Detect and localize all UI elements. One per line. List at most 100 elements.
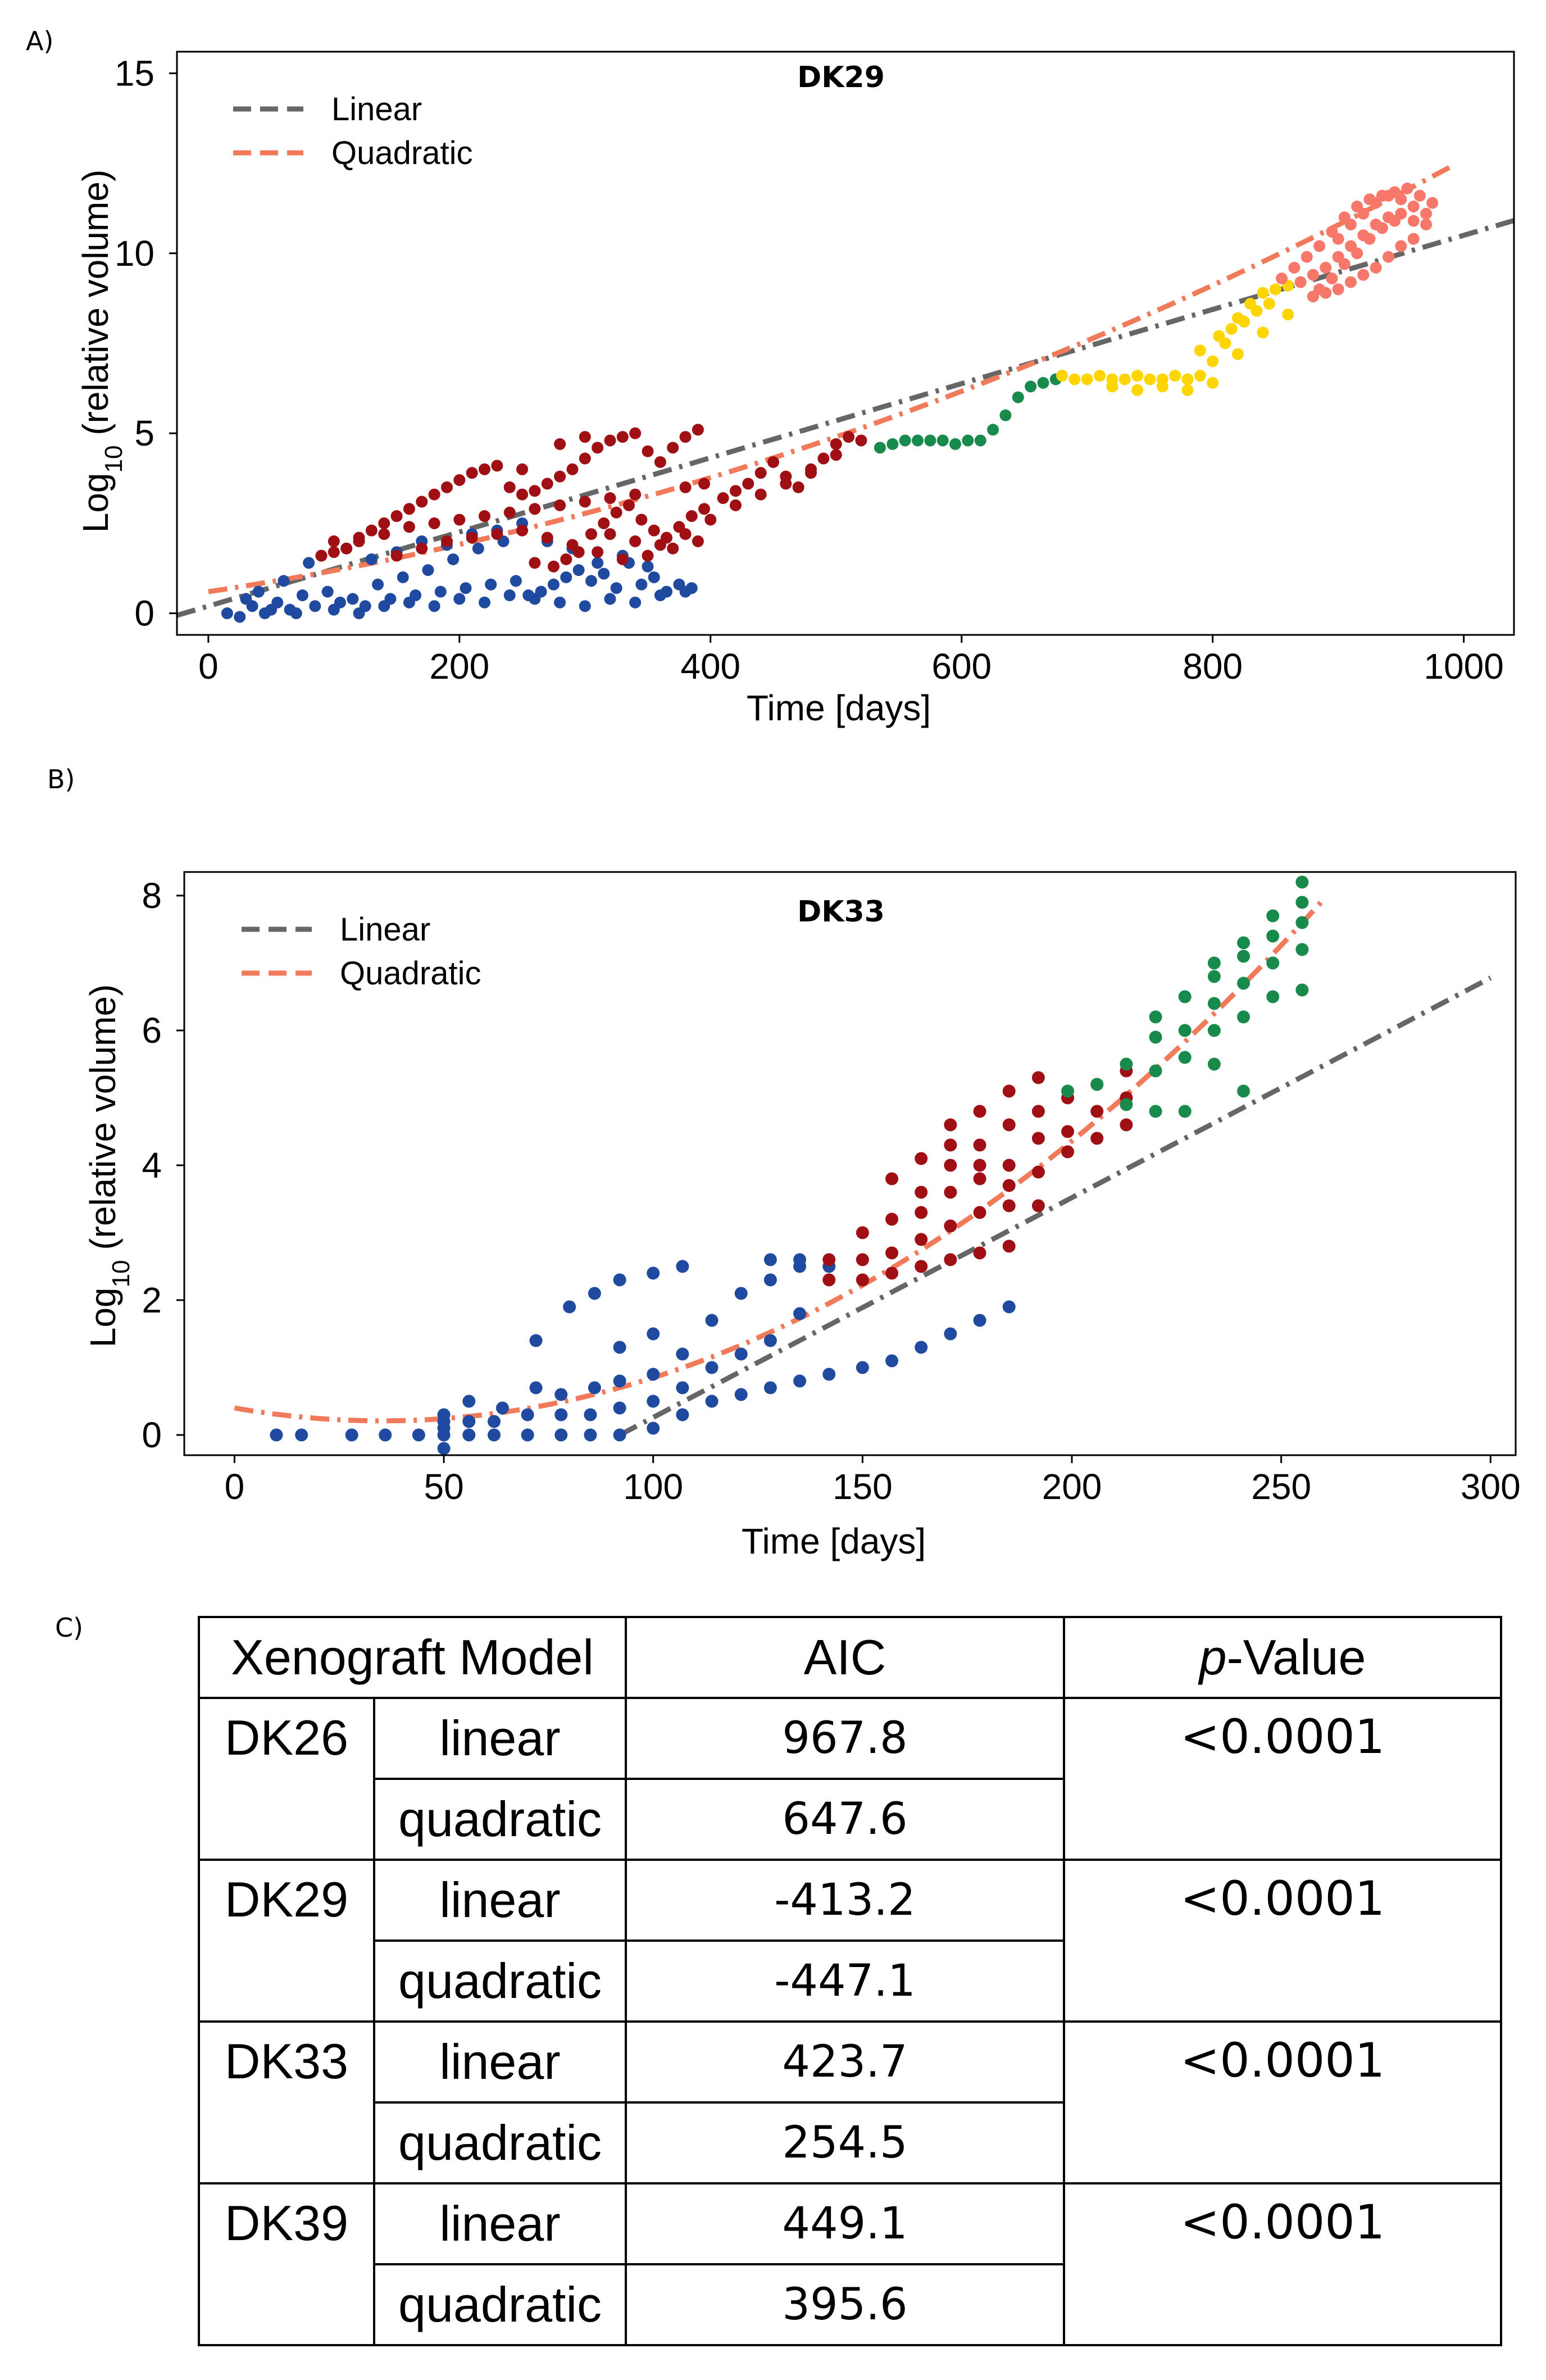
data-point-salmon — [1332, 283, 1344, 296]
data-point-red — [944, 1219, 957, 1233]
fit-type-cell: linear — [372, 1697, 628, 1780]
p-value-cell: <0.0001 — [1063, 2020, 1503, 2184]
data-point-salmon — [1288, 261, 1301, 274]
data-point-blue — [604, 593, 616, 605]
table-header-row: Xenograft Model AIC p-Value — [197, 1616, 1503, 1699]
data-point-blue — [472, 542, 484, 555]
fit-type-cell: quadratic — [372, 1940, 628, 2023]
data-point-red — [566, 463, 579, 475]
y-tick-label: 8 — [142, 875, 162, 916]
data-point-red — [1002, 1084, 1016, 1098]
data-point-red — [1031, 1199, 1045, 1212]
data-point-red — [692, 535, 704, 547]
data-point-green — [1266, 956, 1280, 970]
data-point-green — [1012, 391, 1024, 403]
data-point-red — [579, 452, 591, 465]
data-point-blue — [676, 1347, 689, 1361]
data-point-green — [1207, 970, 1221, 983]
data-point-red — [592, 546, 604, 558]
data-point-red — [830, 449, 842, 461]
data-point-red — [365, 524, 378, 537]
data-point-red — [1061, 1125, 1075, 1138]
data-point-blue — [437, 1408, 451, 1421]
data-point-blue — [521, 1428, 534, 1442]
data-point-yellow — [1131, 370, 1144, 382]
legend-linear-label: Linear — [331, 91, 422, 128]
data-point-blue — [303, 557, 315, 569]
legend-quadratic-label: Quadratic — [340, 955, 481, 992]
data-point-red — [1061, 1145, 1075, 1159]
plot-frame — [183, 871, 1517, 1456]
data-point-red — [1031, 1165, 1045, 1179]
chart-dk33: 0 50 100 150 200 250 300 0 2 4 6 8 DK33 Linear Quad… — [83, 871, 1521, 1561]
data-point-blue — [447, 553, 460, 565]
table-row: DK39 linear 449.1 <0.0001 — [198, 2182, 1503, 2346]
data-point-salmon — [1420, 207, 1433, 220]
data-point-blue — [613, 1341, 626, 1354]
data-point-red — [315, 549, 328, 562]
data-point-red — [654, 456, 666, 468]
aic-value-cell: 647.6 — [625, 1778, 1066, 1861]
data-point-green — [1295, 896, 1309, 909]
data-point-red — [479, 463, 491, 475]
data-point-blue — [529, 1334, 543, 1347]
data-point-blue — [328, 603, 340, 616]
data-point-blue — [647, 1327, 660, 1341]
data-point-blue — [412, 1428, 425, 1442]
model-cell: DK26 — [198, 1697, 375, 1861]
data-point-red — [855, 434, 867, 447]
data-point-blue — [579, 600, 591, 612]
data-point-red — [629, 488, 642, 501]
data-point-blue — [584, 1428, 597, 1442]
y-tick-label: 4 — [142, 1145, 162, 1186]
data-point-red — [616, 553, 629, 565]
data-point-blue — [485, 578, 497, 591]
fit-type-cell: quadratic — [372, 1778, 628, 1861]
legend: Linear Quadratic — [233, 91, 472, 171]
model-cell: DK33 — [198, 2020, 375, 2184]
data-point-blue — [379, 1428, 392, 1442]
data-point-red — [1031, 1105, 1045, 1118]
data-point-blue — [403, 596, 415, 608]
y-axis-label: Log10 (relative volume) — [83, 984, 135, 1348]
data-point-red — [648, 524, 660, 537]
data-point-salmon — [1351, 247, 1363, 260]
aic-value-cell: 449.1 — [625, 2182, 1066, 2265]
data-point-red — [805, 463, 817, 475]
data-point-green — [1207, 1024, 1221, 1037]
data-point-blue — [613, 1428, 626, 1442]
data-point-salmon — [1383, 189, 1395, 202]
data-point-blue — [462, 1395, 476, 1408]
data-point-red — [353, 532, 365, 544]
data-point-red — [679, 431, 692, 443]
data-point-blue — [240, 593, 252, 605]
data-point-blue — [647, 1421, 660, 1435]
data-point-red — [428, 517, 440, 529]
data-point-blue — [676, 1381, 689, 1395]
x-axis-label: Time [days] — [742, 1521, 926, 1561]
data-point-blue — [460, 582, 472, 594]
data-point-salmon — [1395, 240, 1407, 252]
data-point-green — [1207, 1057, 1221, 1071]
data-point-salmon — [1332, 233, 1344, 245]
data-point-blue — [554, 596, 566, 608]
data-point-green — [1237, 936, 1251, 950]
data-point-red — [792, 481, 804, 493]
linear-fit-line — [619, 975, 1492, 1438]
data-point-blue — [462, 1428, 476, 1442]
data-point-blue — [654, 589, 666, 602]
data-point-blue — [495, 1401, 509, 1415]
y-tick-label: 6 — [142, 1010, 162, 1051]
data-point-red — [885, 1172, 899, 1186]
data-point-red — [915, 1260, 928, 1273]
x-tick-label: 200 — [429, 646, 489, 687]
data-point-red — [466, 532, 478, 544]
aic-value-cell: 967.8 — [625, 1697, 1066, 1780]
data-point-green — [1061, 1084, 1075, 1098]
data-point-blue — [365, 553, 378, 565]
data-point-red — [698, 503, 711, 515]
data-point-blue — [676, 1260, 689, 1273]
data-point-blue — [705, 1314, 719, 1327]
data-point-red — [529, 503, 541, 515]
data-point-blue — [885, 1354, 899, 1368]
